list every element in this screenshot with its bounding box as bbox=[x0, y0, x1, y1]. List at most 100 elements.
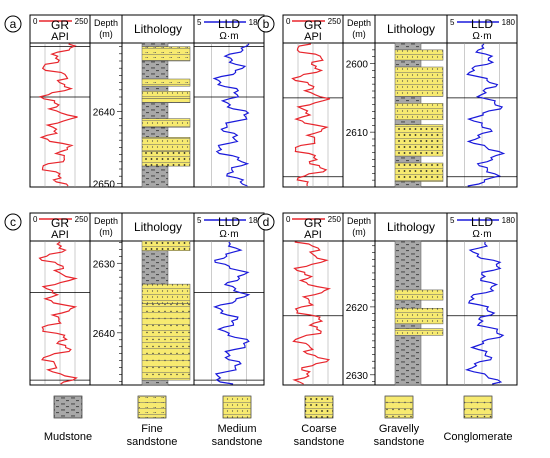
depth-axis: 2620 2630 bbox=[346, 245, 375, 382]
depth-title: Depth bbox=[347, 216, 371, 226]
gr-scale-min: 0 bbox=[33, 17, 38, 26]
panel-letter-icon: c bbox=[4, 213, 22, 231]
gr-scale-min: 0 bbox=[33, 215, 38, 224]
litho-block-mudstone bbox=[394, 240, 422, 291]
lithology-column bbox=[394, 240, 444, 386]
lld-scale-max: 180 bbox=[502, 216, 516, 225]
gr-title: GR bbox=[304, 18, 322, 32]
lld-title: LLD bbox=[471, 215, 493, 229]
depth-tick-label: 2640 bbox=[93, 107, 116, 118]
litho-block-bedding bbox=[395, 49, 443, 61]
depth-tick-label: 2610 bbox=[346, 128, 369, 139]
legend-label: Medium bbox=[217, 423, 256, 435]
legend-label: Fine bbox=[141, 423, 162, 435]
legend-label: Coarse bbox=[301, 423, 336, 435]
depth-title: Depth bbox=[94, 216, 118, 226]
litho-block-mudstone bbox=[141, 126, 169, 138]
legend-swatch-bedding bbox=[223, 396, 251, 418]
legend: MudstoneFinesandstoneMediumsandstoneCoar… bbox=[44, 395, 513, 448]
lld-unit: Ω·m bbox=[472, 229, 491, 240]
gr-scale-min: 0 bbox=[286, 17, 291, 26]
gr-scale-max: 250 bbox=[75, 215, 89, 224]
boundary-markers bbox=[30, 292, 264, 381]
lithology-column bbox=[141, 240, 191, 386]
litho-block-mudstone bbox=[394, 181, 422, 188]
legend-swatch-bedding bbox=[138, 396, 166, 418]
litho-block-mudstone bbox=[394, 299, 422, 309]
litho-block-bedding bbox=[395, 328, 443, 336]
panel-letter: c bbox=[10, 215, 16, 229]
litho-block-bedding bbox=[142, 91, 190, 99]
lld-curve bbox=[212, 43, 250, 187]
gr-unit: API bbox=[304, 229, 322, 241]
gr-curve bbox=[291, 43, 331, 187]
depth-axis: 2630 2640 bbox=[93, 242, 122, 382]
depth-title: Depth bbox=[347, 18, 371, 28]
depth-header: Depth(m) bbox=[94, 18, 118, 39]
litho-block-bedding bbox=[142, 98, 190, 103]
legend-label: Mudstone bbox=[44, 431, 92, 443]
gr-unit: API bbox=[304, 31, 322, 43]
gr-scale-max: 250 bbox=[75, 17, 89, 26]
litho-block-mudstone bbox=[394, 96, 422, 104]
panel-letter: a bbox=[10, 17, 17, 31]
lld-unit: Ω·m bbox=[219, 31, 238, 42]
gr-scale-min: 0 bbox=[286, 215, 291, 224]
legend-item-mudstone: Mudstone bbox=[44, 395, 92, 443]
litho-block-mudstone bbox=[141, 250, 169, 285]
lld-unit: Ω·m bbox=[219, 229, 238, 240]
panel-letter-icon: b bbox=[257, 15, 275, 33]
litho-block-bedding bbox=[395, 163, 443, 182]
gr-curve bbox=[38, 43, 78, 187]
lithology-column bbox=[141, 42, 191, 188]
gr-title: GR bbox=[51, 18, 69, 32]
lld-scale-max: 180 bbox=[249, 18, 263, 27]
lld-scale-min: 5 bbox=[197, 216, 202, 225]
litho-block-mudstone bbox=[394, 323, 422, 329]
litho-block-bedding bbox=[142, 284, 190, 304]
legend-swatch-bedding bbox=[385, 396, 413, 418]
legend-item-conglomerate: Conglomerate bbox=[443, 395, 513, 443]
panel-letter: d bbox=[263, 215, 270, 229]
legend-swatch bbox=[53, 395, 83, 419]
litho-block-mudstone bbox=[141, 165, 169, 188]
litho-block-mudstone bbox=[394, 42, 422, 51]
depth-tick-label: 2630 bbox=[93, 259, 116, 270]
legend-label: Conglomerate bbox=[443, 431, 512, 443]
depth-tick-label: 2650 bbox=[93, 179, 116, 190]
lld-unit: Ω·m bbox=[472, 31, 491, 42]
gr-unit: API bbox=[51, 31, 69, 43]
litho-block-mudstone bbox=[394, 119, 422, 125]
litho-block-bedding bbox=[142, 79, 190, 87]
depth-unit: (m) bbox=[99, 29, 113, 39]
lld-title: LLD bbox=[471, 17, 493, 31]
litho-block-bedding bbox=[142, 241, 190, 251]
panel-letter-icon: d bbox=[257, 213, 275, 231]
gr-title: GR bbox=[304, 216, 322, 230]
litho-block-bedding bbox=[395, 103, 443, 120]
depth-tick-label: 2640 bbox=[93, 329, 116, 340]
litho-block-mudstone bbox=[141, 85, 169, 92]
litho-block-bedding bbox=[395, 67, 443, 97]
lld-curve bbox=[466, 43, 506, 187]
litho-block-bedding bbox=[142, 118, 190, 128]
legend-label: Gravelly bbox=[379, 423, 420, 435]
litho-block-bedding bbox=[395, 124, 443, 157]
lld-title: LLD bbox=[218, 215, 240, 229]
litho-block-bedding bbox=[395, 289, 443, 301]
legend-swatch-bedding bbox=[305, 396, 333, 418]
panel-letter: b bbox=[263, 17, 270, 31]
